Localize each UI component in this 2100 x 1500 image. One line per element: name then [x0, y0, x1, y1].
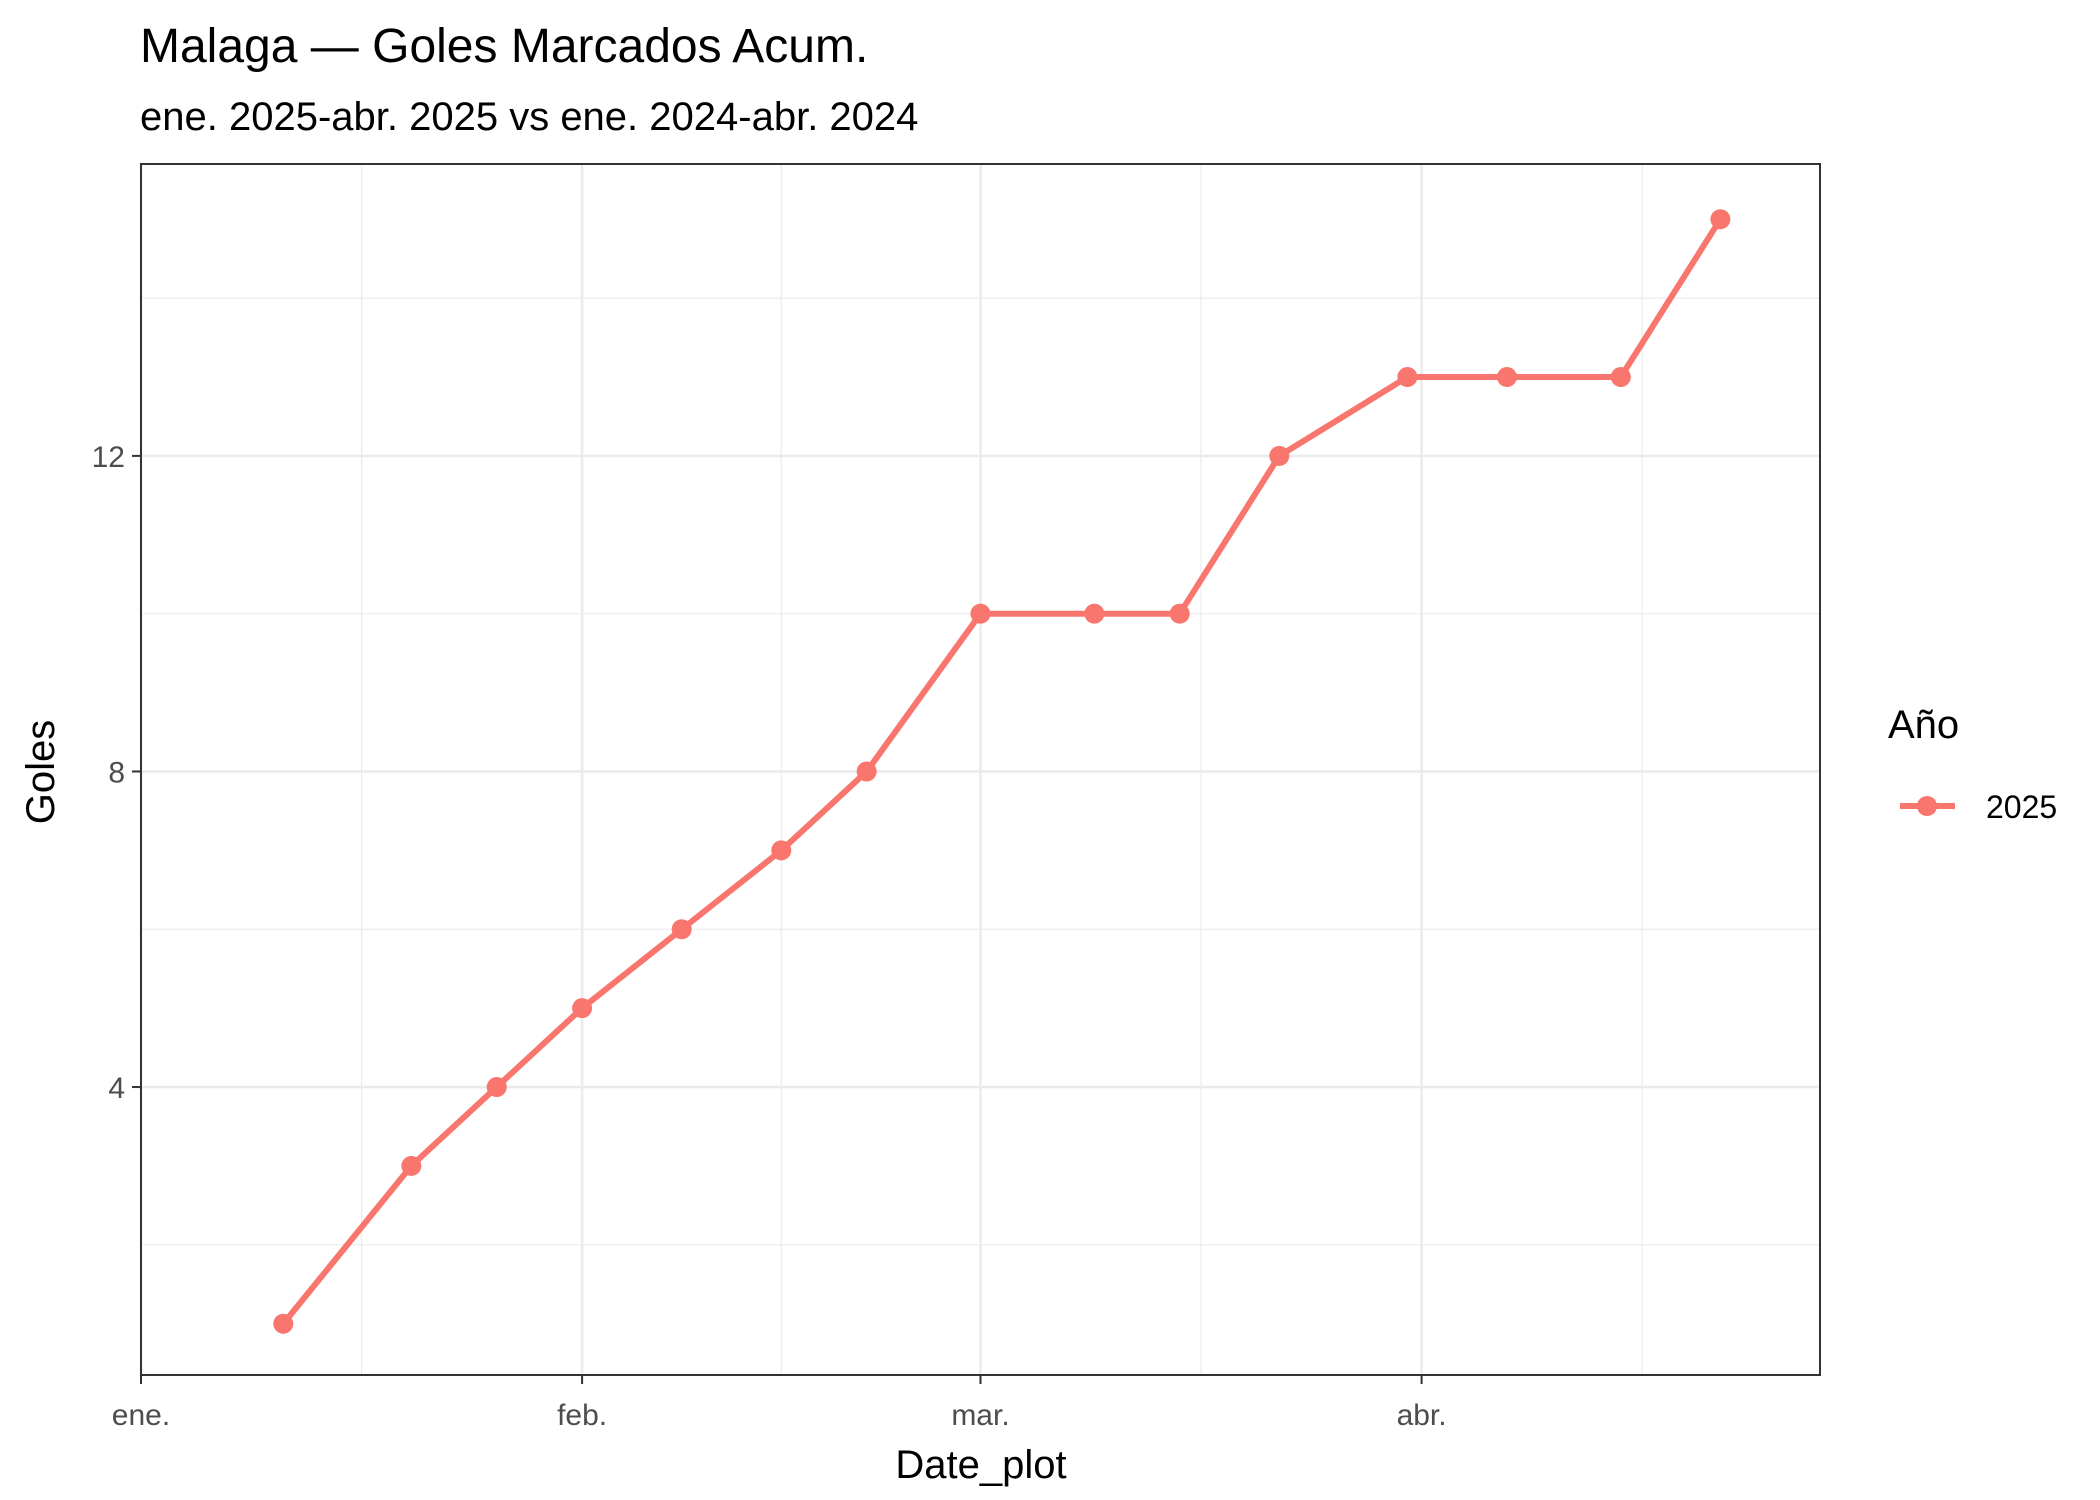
data-point [856, 761, 877, 782]
chart-subtitle: ene. 2025-abr. 2025 vs ene. 2024-abr. 20… [140, 95, 918, 139]
series-layer [273, 209, 1731, 1334]
data-point [671, 919, 692, 940]
data-point [572, 998, 593, 1019]
data-point [1710, 209, 1731, 230]
data-point [401, 1155, 422, 1176]
legend-title: Año [1888, 703, 1959, 747]
data-point [1169, 603, 1190, 624]
x-tick-label: ene. [112, 1399, 170, 1432]
y-tick-label: 8 [108, 756, 125, 789]
x-tick-label: mar. [951, 1399, 1009, 1432]
data-point [1397, 367, 1418, 388]
legend-key-point [1917, 796, 1937, 816]
data-point [486, 1077, 507, 1098]
y-tick-label: 12 [92, 441, 125, 474]
x-axis-title: Date_plot [895, 1443, 1066, 1487]
data-point [1269, 445, 1290, 466]
y-axis-ticks: 4 8 12 [92, 441, 141, 1105]
data-point [771, 840, 792, 861]
y-axis-title: Goles [19, 720, 63, 825]
chart-title: Malaga — Goles Marcados Acum. [140, 20, 868, 73]
x-axis-ticks: ene. feb. mar. abr. [112, 1375, 1447, 1432]
data-point [1084, 603, 1105, 624]
data-point [970, 603, 991, 624]
data-point [1610, 367, 1631, 388]
data-point [1496, 367, 1517, 388]
x-tick-label: feb. [557, 1399, 607, 1432]
legend: Año 2025 [1888, 703, 2057, 825]
x-tick-label: abr. [1397, 1399, 1447, 1432]
data-point [273, 1313, 294, 1334]
legend-label: 2025 [1986, 789, 2057, 825]
y-tick-label: 4 [108, 1072, 125, 1105]
